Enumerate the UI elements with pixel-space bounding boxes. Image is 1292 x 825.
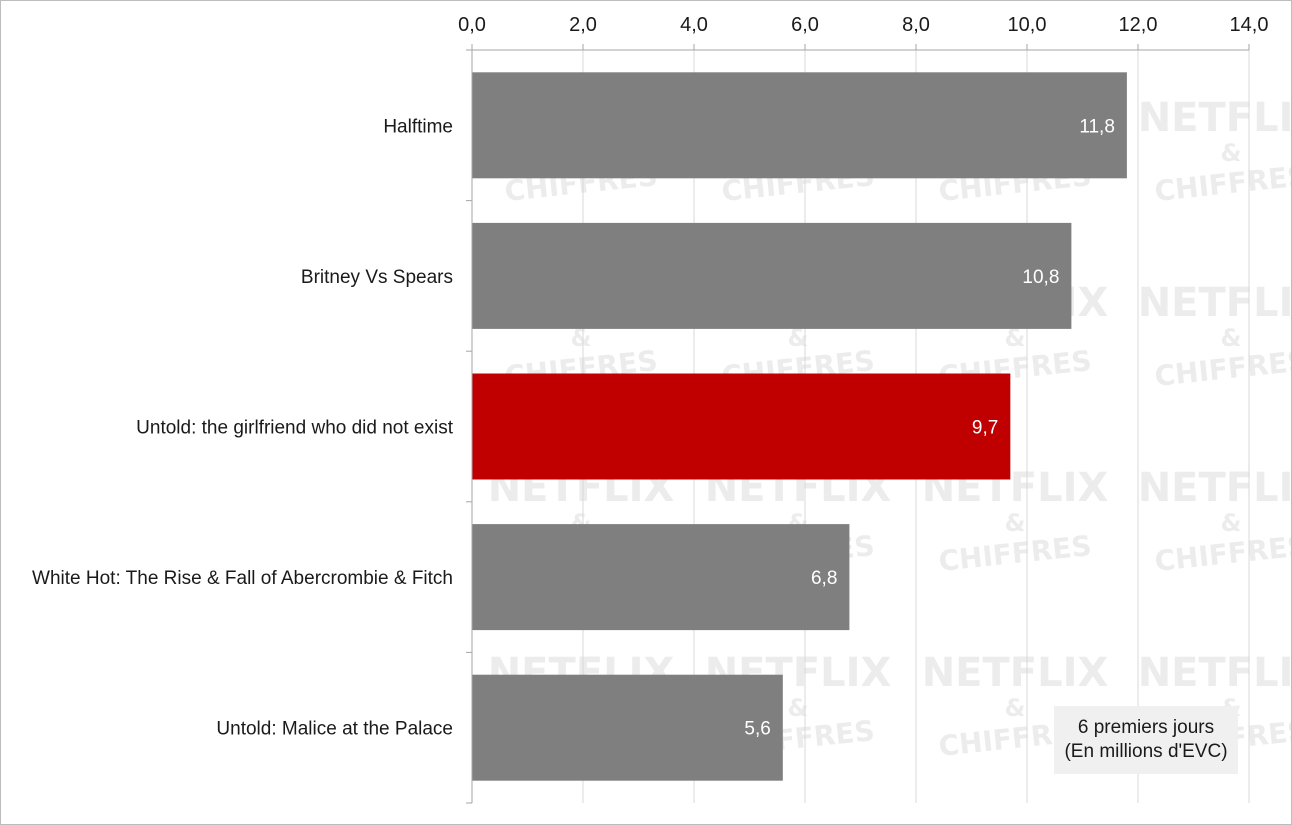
watermark-text: NETFLIX [1138, 465, 1291, 511]
watermark-text: & [1221, 324, 1242, 352]
x-tick-label: 10,0 [1008, 14, 1047, 36]
watermark-text: & [1005, 694, 1026, 722]
watermark-text: & [1005, 509, 1026, 537]
watermark-text: & [788, 694, 809, 722]
x-tick-label: 0,0 [458, 14, 486, 36]
bar-value-label: 11,8 [1079, 116, 1115, 137]
watermark-tile: NETFLIX&CHIFFRES [1138, 465, 1291, 578]
bar [472, 373, 1011, 480]
watermark-tile: NETFLIX&CHIFFRES [1138, 95, 1291, 208]
bar-value-label: 6,8 [811, 568, 837, 589]
watermark-text: NETFLIX [1138, 650, 1291, 696]
bar-value-label: 9,7 [972, 418, 998, 439]
x-tick-label: 4,0 [680, 14, 708, 36]
watermark-text: & [1005, 324, 1026, 352]
watermark-text: NETFLIX [1138, 95, 1291, 141]
bar-value-label: 5,6 [744, 719, 770, 740]
bar-value-label: 10,8 [1022, 267, 1059, 288]
bar [472, 72, 1127, 179]
bar [472, 524, 850, 631]
annotation-line-2: (En millions d'EVC) [1064, 741, 1228, 762]
x-tick-label: 6,0 [791, 14, 819, 36]
axes: 0,0 2,0 4,0 6,0 8,0 10,0 12,0 14,0 [458, 14, 1269, 804]
watermark-text: NETFLIX [1138, 280, 1291, 326]
category-label: Britney Vs Spears [301, 267, 453, 288]
category-label: Untold: Malice at the Palace [216, 719, 453, 740]
x-tick-label: 8,0 [902, 14, 930, 36]
watermark-tile: NETFLIX&CHIFFRES [922, 465, 1109, 578]
bar [472, 674, 783, 781]
labels: 11,8 Halftime 10,8 Britney Vs Spears 9,7 Unto… [32, 116, 1115, 739]
watermark-text: CHIFFRES [937, 529, 1093, 578]
watermark-text: & [788, 324, 809, 352]
watermark-text: & [571, 324, 592, 352]
watermark-text: & [1221, 509, 1242, 537]
chart-annotation: 6 premiers jours (En millions d'EVC) [1054, 706, 1238, 774]
bar [472, 222, 1072, 329]
annotation-line-1: 6 premiers jours [1077, 717, 1215, 738]
category-label: Untold: the girlfriend who did not exist [136, 418, 454, 439]
watermark-text: NETFLIX [922, 650, 1109, 696]
x-tick-label: 2,0 [569, 14, 597, 36]
watermark-tile: NETFLIX&CHIFFRES [1138, 280, 1291, 393]
bars [472, 72, 1127, 781]
watermark-text: & [1221, 139, 1242, 167]
category-label: White Hot: The Rise & Fall of Abercrombi… [32, 568, 453, 589]
x-tick-label: 14,0 [1230, 14, 1269, 36]
category-label: Halftime [383, 116, 453, 137]
x-tick-label: 12,0 [1119, 14, 1158, 36]
